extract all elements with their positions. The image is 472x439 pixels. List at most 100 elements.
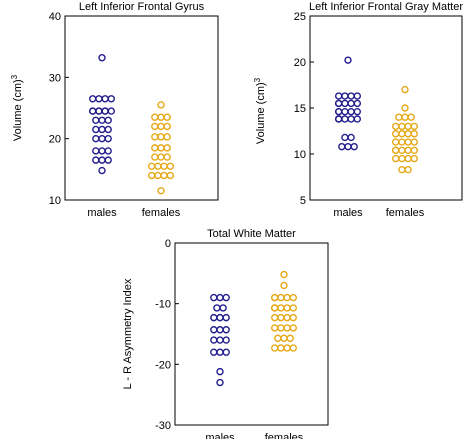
y-tick-label: -20 xyxy=(155,359,171,371)
data-point-males xyxy=(92,134,100,143)
y-tick-label: 5 xyxy=(300,195,306,207)
data-point-males xyxy=(341,115,349,123)
data-point-females xyxy=(404,122,412,131)
data-point-females xyxy=(166,171,175,180)
data-point-females xyxy=(404,138,412,146)
data-point-females xyxy=(277,313,285,322)
y-tick-label: 30 xyxy=(49,72,61,84)
chart-panel-1: Left Inferior Frontal Gray Matter 5 10 15 20… xyxy=(253,1,463,219)
data-point-females xyxy=(410,146,418,155)
data-point-males xyxy=(216,348,224,356)
y-tick-label: 10 xyxy=(294,149,306,161)
data-point-females xyxy=(280,334,288,342)
data-point-males xyxy=(92,116,100,124)
chart-title: Left Inferior Frontal Gray Matter xyxy=(309,1,463,13)
y-tick-label: 20 xyxy=(294,57,306,69)
data-point-females xyxy=(398,138,406,146)
data-point-males xyxy=(104,125,112,134)
data-point-females xyxy=(392,122,400,131)
data-point-males xyxy=(335,115,343,123)
data-point-females xyxy=(157,133,165,141)
data-point-males xyxy=(95,95,103,103)
y-tick-label: 15 xyxy=(294,103,306,115)
data-point-females xyxy=(410,130,418,138)
data-point-males xyxy=(104,147,112,155)
data-point-females xyxy=(395,113,403,121)
data-point-females xyxy=(401,85,409,94)
data-point-males xyxy=(347,133,355,142)
data-point-males xyxy=(347,92,355,100)
data-point-males xyxy=(222,348,230,356)
data-point-females xyxy=(289,344,297,352)
data-point-males xyxy=(92,125,100,134)
data-point-females xyxy=(154,171,162,180)
data-point-males xyxy=(353,92,361,100)
data-point-females xyxy=(392,146,400,155)
x-category-label: females xyxy=(386,207,425,219)
data-point-males xyxy=(353,107,361,116)
data-point-females xyxy=(392,138,400,146)
chart-title: Total White Matter xyxy=(207,228,296,240)
y-axis-label-text: Volume (cm) xyxy=(255,82,267,144)
chart-panel-2: Total White Matter 0 -10 -20 -30 L - R Asymme… xyxy=(122,228,329,439)
data-point-females xyxy=(271,304,279,312)
data-point-females xyxy=(163,153,171,161)
data-point-females xyxy=(151,153,159,161)
y-axis-label: Volume (cm)3 xyxy=(253,77,267,144)
data-point-females xyxy=(163,133,171,141)
data-point-males xyxy=(104,134,112,143)
data-point-males xyxy=(353,99,361,108)
data-point-males xyxy=(101,95,109,103)
data-point-females xyxy=(151,113,159,121)
data-point-females xyxy=(410,122,418,131)
data-point-males xyxy=(213,304,221,312)
plot-frame xyxy=(309,15,463,201)
data-point-females xyxy=(151,122,159,131)
data-point-females xyxy=(277,304,285,312)
data-point-males xyxy=(216,367,224,376)
data-point-females xyxy=(404,146,412,155)
data-point-males xyxy=(216,336,224,344)
data-point-females xyxy=(410,154,418,163)
data-point-males xyxy=(216,313,224,322)
data-point-males xyxy=(222,336,230,344)
data-point-males xyxy=(347,99,355,108)
data-point-females xyxy=(398,122,406,131)
data-point-males xyxy=(210,313,218,322)
data-point-males xyxy=(88,107,97,115)
data-point-males xyxy=(98,116,106,124)
data-point-males xyxy=(92,147,100,155)
y-axis-label-superscript: 3 xyxy=(10,74,19,79)
data-point-males xyxy=(210,293,218,302)
y-axis-label-text: L - R Asymmetry Index xyxy=(122,278,134,389)
plot-frame xyxy=(64,15,219,201)
y-tick-label: 0 xyxy=(165,238,171,250)
data-point-males xyxy=(347,107,355,116)
data-point-females xyxy=(404,154,412,163)
data-point-males xyxy=(92,156,100,164)
data-point-males xyxy=(107,107,116,115)
data-point-females xyxy=(289,304,297,312)
data-point-females xyxy=(271,324,279,332)
data-point-males xyxy=(335,107,343,116)
data-point-females xyxy=(283,324,291,332)
data-point-males xyxy=(347,115,355,123)
data-point-males xyxy=(222,326,230,334)
data-point-females xyxy=(392,130,400,138)
data-point-males xyxy=(210,336,218,344)
data-point-females xyxy=(401,113,409,121)
chart-panel-0: Left Inferior Frontal Gyrus 10 20 30 40 Volum… xyxy=(10,1,219,219)
data-point-males xyxy=(219,304,227,312)
data-point-males xyxy=(341,107,349,116)
data-point-females xyxy=(277,324,285,332)
data-point-males xyxy=(104,156,112,164)
data-point-females xyxy=(398,146,406,155)
data-point-females xyxy=(280,281,288,290)
data-point-males xyxy=(101,107,109,115)
data-point-females xyxy=(157,101,165,109)
data-point-females xyxy=(401,104,409,112)
data-point-males xyxy=(222,293,230,302)
data-point-females xyxy=(163,113,171,121)
data-point-males xyxy=(344,56,352,64)
